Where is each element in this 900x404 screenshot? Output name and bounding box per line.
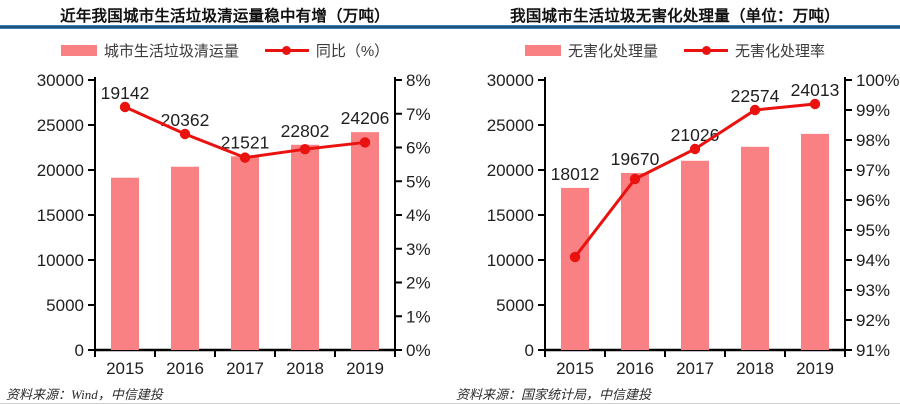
svg-text:94%: 94%	[856, 251, 890, 270]
svg-text:6%: 6%	[406, 139, 431, 158]
svg-text:21521: 21521	[221, 132, 270, 152]
svg-text:99%: 99%	[856, 101, 890, 120]
line-dot-icon	[701, 45, 711, 55]
svg-text:5000: 5000	[496, 296, 534, 315]
svg-text:8%: 8%	[406, 71, 431, 90]
svg-text:2015: 2015	[106, 359, 144, 378]
svg-text:0: 0	[525, 341, 534, 360]
bar-swatch-icon	[524, 44, 561, 56]
svg-text:15000: 15000	[487, 206, 534, 225]
svg-text:91%: 91%	[856, 341, 890, 360]
svg-text:24206: 24206	[341, 108, 390, 128]
line-swatch-icon	[264, 45, 309, 55]
legend-label: 无害化处理率	[735, 42, 826, 60]
svg-text:7%: 7%	[406, 105, 431, 124]
svg-text:0: 0	[75, 341, 84, 360]
legend-item-bar: 无害化处理量	[524, 40, 658, 61]
svg-text:30000: 30000	[37, 71, 84, 90]
svg-text:1%: 1%	[406, 307, 431, 326]
svg-text:5000: 5000	[46, 296, 84, 315]
svg-text:22802: 22802	[281, 121, 330, 141]
svg-text:18012: 18012	[551, 164, 600, 184]
svg-text:5%: 5%	[406, 172, 431, 191]
svg-text:10000: 10000	[487, 251, 534, 270]
legend-item-line: 无害化处理率	[684, 40, 825, 61]
bar-line-chart: 0 5000 10000 15000 20000 25000 30000 0% 1% 2% 3% 4%…	[37, 71, 431, 378]
svg-text:25000: 25000	[487, 116, 534, 135]
legend: 城市生活垃圾清运量 同比（%）	[0, 38, 450, 62]
svg-text:0%: 0%	[406, 341, 431, 360]
svg-text:2017: 2017	[676, 359, 714, 378]
legend-label: 同比（%）	[315, 42, 390, 60]
legend-label: 无害化处理量	[567, 42, 658, 60]
svg-text:22574: 22574	[731, 86, 780, 106]
svg-text:93%: 93%	[856, 281, 890, 300]
svg-text:2015: 2015	[556, 359, 594, 378]
svg-text:15000: 15000	[37, 206, 84, 225]
svg-text:2016: 2016	[166, 359, 204, 378]
bar-line-chart: 0 5000 10000 15000 20000 25000 30000 91% 92% 93% 9…	[487, 71, 900, 378]
svg-text:2016: 2016	[616, 359, 654, 378]
line-swatch-icon	[684, 45, 728, 55]
svg-text:21026: 21026	[671, 125, 720, 145]
svg-text:19670: 19670	[611, 149, 660, 169]
svg-text:2018: 2018	[736, 359, 774, 378]
svg-text:96%: 96%	[856, 191, 890, 210]
svg-text:98%: 98%	[856, 131, 890, 150]
svg-text:10000: 10000	[37, 251, 84, 270]
legend-item-bar: 城市生活垃圾清运量	[60, 40, 239, 61]
svg-text:25000: 25000	[37, 116, 84, 135]
svg-text:92%: 92%	[856, 311, 890, 330]
legend-item-line: 同比（%）	[264, 40, 390, 61]
svg-text:4%: 4%	[406, 206, 431, 225]
svg-text:2%: 2%	[406, 274, 431, 293]
svg-text:2019: 2019	[796, 359, 834, 378]
svg-text:100%: 100%	[856, 71, 899, 90]
bar-swatch-icon	[60, 44, 97, 56]
line-dot-icon	[282, 45, 292, 55]
svg-text:24013: 24013	[791, 80, 840, 100]
svg-text:20000: 20000	[37, 161, 84, 180]
legend-label: 城市生活垃圾清运量	[103, 42, 239, 60]
source-note: 资料来源：Wind，中信建投	[6, 387, 163, 402]
chart-panel-waste-collection: 近年我国城市生活垃圾清运量稳中有增（万吨） 城市生活垃圾清运量 同比（%） 0 5…	[0, 8, 450, 402]
svg-text:2019: 2019	[346, 359, 384, 378]
chart-panel-harmless-treatment: 我国城市生活垃圾无害化处理量（单位：万吨） 无害化处理量 无害化处理率 0 500…	[450, 0, 900, 404]
svg-text:30000: 30000	[487, 71, 534, 90]
svg-text:97%: 97%	[856, 161, 890, 180]
chart-title: 近年我国城市生活垃圾清运量稳中有增（万吨）	[60, 8, 390, 25]
source-note: 资料来源：国家统计局，中信建投	[456, 387, 652, 402]
svg-text:20362: 20362	[161, 110, 210, 130]
svg-text:2017: 2017	[226, 359, 264, 378]
svg-text:3%: 3%	[406, 240, 431, 259]
svg-text:20000: 20000	[487, 161, 534, 180]
svg-text:2018: 2018	[286, 359, 324, 378]
svg-text:95%: 95%	[856, 221, 890, 240]
svg-text:19142: 19142	[101, 83, 150, 103]
chart-title: 我国城市生活垃圾无害化处理量（单位：万吨）	[510, 8, 840, 25]
legend: 无害化处理量 无害化处理率	[450, 38, 900, 62]
title-underline-rule	[0, 25, 900, 29]
